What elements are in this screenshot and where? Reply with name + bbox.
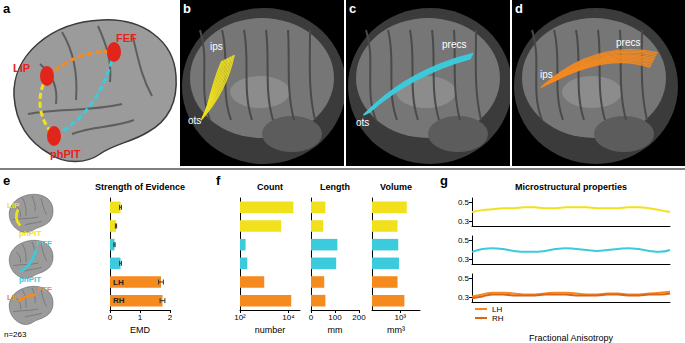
svg-text:ips: ips: [540, 69, 553, 80]
svg-text:Volume: Volume: [380, 182, 412, 192]
svg-text:LIP: LIP: [7, 293, 20, 302]
svg-text:number: number: [255, 325, 286, 335]
svg-text:b: b: [183, 1, 191, 16]
svg-text:ots: ots: [188, 115, 201, 126]
svg-text:phPIT: phPIT: [19, 275, 41, 284]
svg-text:d: d: [515, 1, 523, 16]
svg-text:10²: 10²: [234, 313, 246, 322]
svg-text:phPIT: phPIT: [19, 229, 41, 238]
svg-text:0.5: 0.5: [458, 274, 470, 283]
svg-text:0.5: 0.5: [458, 198, 470, 207]
svg-text:mm³: mm³: [387, 325, 405, 335]
svg-text:FEF: FEF: [37, 239, 52, 248]
svg-text:ips: ips: [210, 41, 223, 52]
svg-text:precs: precs: [442, 39, 466, 50]
svg-text:RH: RH: [492, 314, 504, 323]
svg-text:f: f: [216, 173, 221, 188]
svg-text:LIP: LIP: [7, 201, 20, 210]
svg-text:0: 0: [309, 313, 314, 322]
svg-text:Length: Length: [320, 182, 350, 192]
svg-text:LH: LH: [113, 278, 124, 287]
svg-text:0.3: 0.3: [458, 255, 470, 264]
svg-text:0.3: 0.3: [458, 217, 470, 226]
svg-text:0: 0: [108, 313, 113, 322]
svg-text:100: 100: [328, 313, 342, 322]
svg-text:200: 200: [352, 313, 366, 322]
svg-text:FEF: FEF: [116, 32, 137, 44]
svg-text:e: e: [3, 173, 10, 188]
svg-text:RH: RH: [113, 296, 125, 305]
svg-text:phPIT: phPIT: [50, 148, 81, 160]
svg-text:LIP: LIP: [13, 62, 30, 74]
svg-text:2: 2: [168, 313, 173, 322]
svg-text:EMD: EMD: [130, 325, 151, 335]
svg-text:n=263: n=263: [4, 330, 27, 339]
svg-text:Microstructural properties: Microstructural properties: [515, 182, 627, 192]
svg-text:Count: Count: [257, 182, 283, 192]
svg-text:a: a: [3, 1, 11, 16]
svg-text:ots: ots: [356, 117, 369, 128]
svg-text:0.5: 0.5: [458, 236, 470, 245]
svg-text:Fractional Anisotropy: Fractional Anisotropy: [529, 333, 614, 343]
svg-text:10⁴: 10⁴: [282, 313, 295, 322]
svg-text:mm: mm: [328, 325, 343, 335]
svg-text:0.3: 0.3: [458, 293, 470, 302]
svg-text:g: g: [440, 173, 448, 188]
svg-text:LH: LH: [492, 305, 502, 314]
svg-text:Strength of Evidence: Strength of Evidence: [95, 182, 185, 192]
svg-text:1: 1: [138, 313, 143, 322]
svg-text:precs: precs: [616, 37, 640, 48]
svg-text:FEF: FEF: [37, 285, 52, 294]
svg-text:c: c: [349, 1, 356, 16]
svg-text:10³: 10³: [394, 313, 406, 322]
